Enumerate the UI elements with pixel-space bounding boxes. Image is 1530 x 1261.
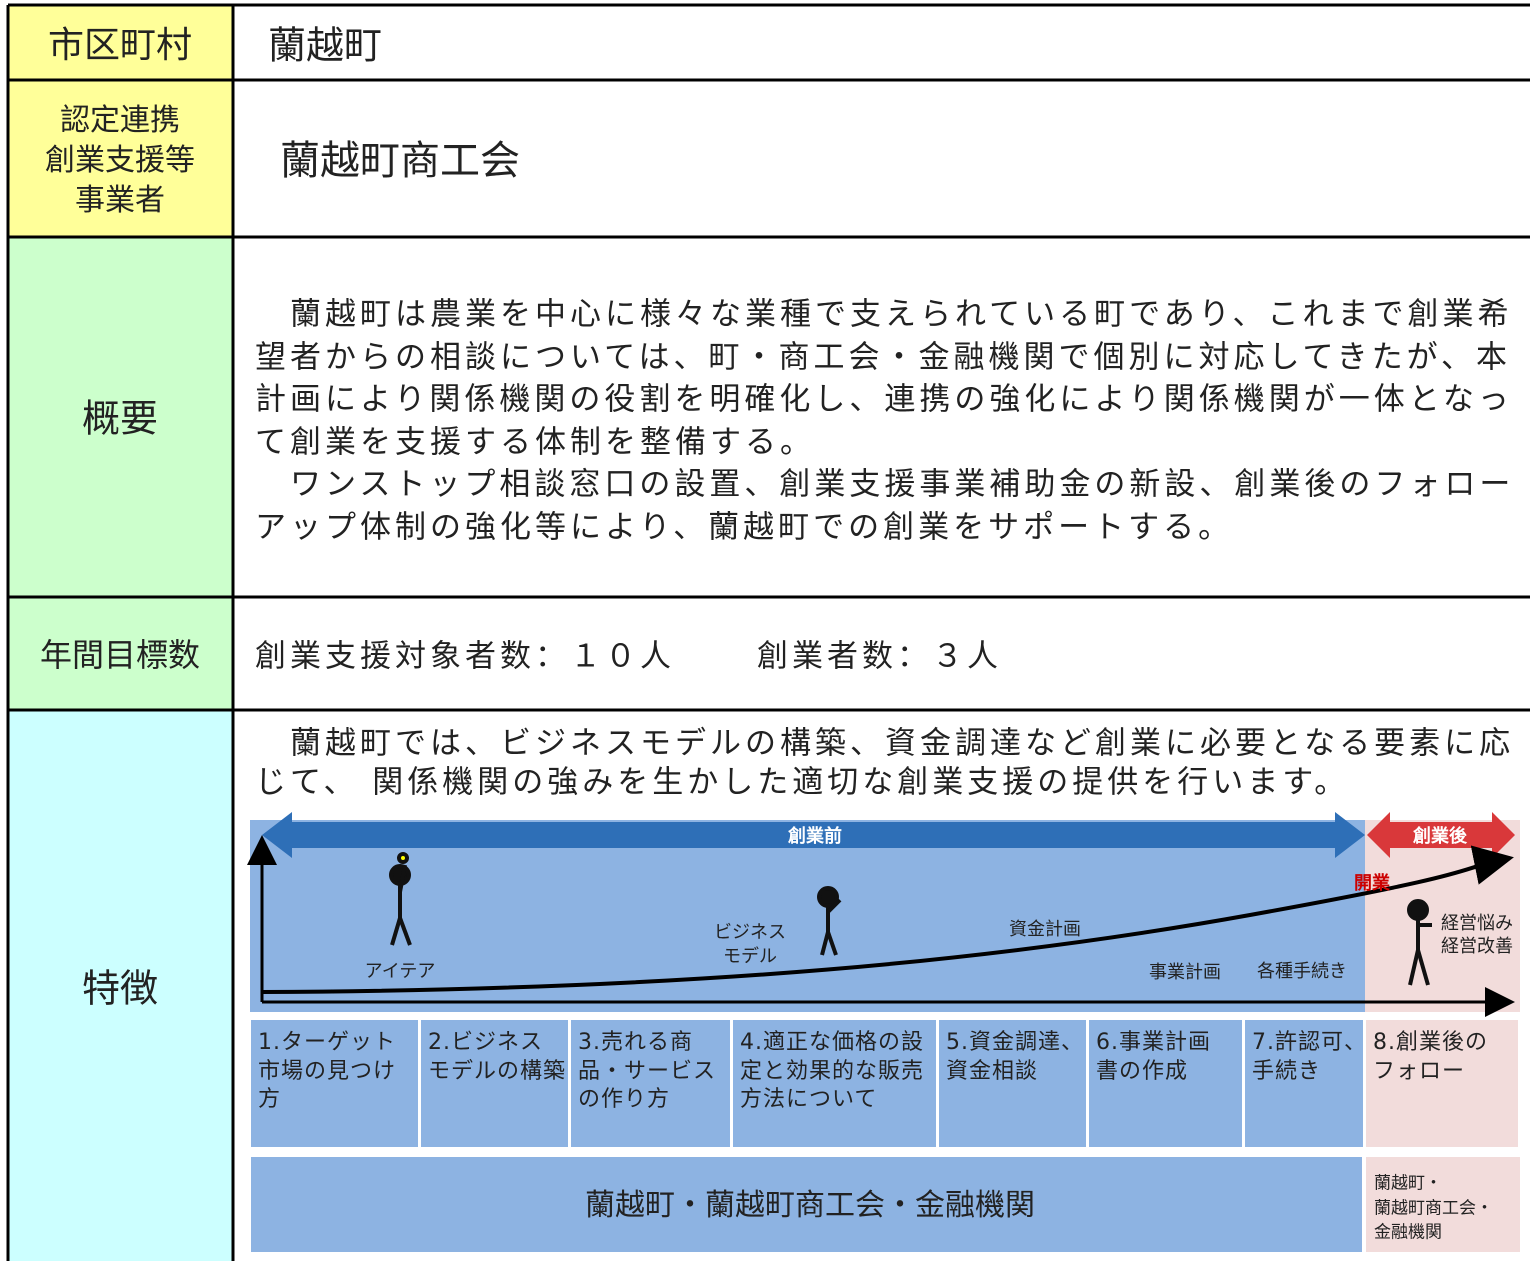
stage-label: アイテア [364, 961, 436, 982]
target: 創業支援対象者数：１０人 [255, 638, 675, 675]
step-text: の作り方 [578, 1087, 671, 1112]
label-bg [8, 597, 233, 710]
step-box [251, 1020, 418, 1147]
step-text: 資金相談 [946, 1058, 1039, 1084]
row-label: 認定連携 [60, 103, 180, 138]
label-bg [8, 237, 233, 597]
stage-label: ビジネス [714, 922, 786, 943]
before-arrow [262, 812, 1365, 858]
stage-label: 資金計画 [1009, 919, 1081, 940]
stage-label: 経営悩み [1441, 913, 1513, 934]
row-label: 市区町村 [47, 25, 193, 66]
step-text: 方法について [740, 1087, 878, 1112]
feature-line: 蘭越町では、ビジネスモデルの構築、資金調達など創業に必要となる要素に応 [255, 725, 1515, 762]
step-text: 方 [258, 1087, 282, 1112]
overview-line: 望者からの相談については、町・商工会・金融機関で個別に対応してきたが、本 [255, 339, 1511, 375]
overview-line: アップ体制の強化等により、蘭越町での創業をサポートする。 [255, 509, 1234, 545]
step-box [421, 1020, 568, 1147]
municipality: 蘭越町 [268, 23, 383, 68]
overview-line: 計画により関係機関の役割を明確化し、連携の強化により関係機関が一体となっ [255, 381, 1513, 418]
step-text: 7.許認可、 [1252, 1030, 1367, 1055]
step-box [1245, 1020, 1363, 1147]
row-label: 事業者 [75, 183, 165, 218]
step-box [733, 1020, 936, 1147]
step-text: 書の作成 [1096, 1058, 1189, 1084]
overview-line: て創業を支援する体制を整備する。 [255, 424, 815, 460]
phase-before-bg [250, 820, 1365, 1012]
step-text: フォロー [1373, 1058, 1466, 1084]
step-text: 4.適正な価格の設 [740, 1030, 924, 1055]
step-text: 8.創業後の [1373, 1030, 1488, 1055]
target: 創業者数：３人 [757, 638, 1002, 675]
step-box [1089, 1020, 1242, 1147]
overview-line: 蘭越町は農業を中心に様々な業種で支えられている町であり、これまで創業希 [255, 296, 1513, 333]
label-bg [8, 80, 233, 237]
row-label: 特徴 [81, 966, 159, 1011]
step-box [939, 1020, 1086, 1147]
step-text: 3.売れる商 [578, 1030, 693, 1055]
phase-label: 創業後 [1413, 826, 1467, 847]
opening-label: 開業 [1354, 873, 1390, 894]
stage-label: モデル [723, 946, 777, 967]
support-after-text: 蘭越町商工会・ [1374, 1198, 1493, 1218]
support-after-box [1366, 1157, 1520, 1252]
row-label: 概要 [81, 396, 159, 441]
support-org: 蘭越町商工会 [280, 138, 520, 184]
stage-label: 各種手続き [1257, 961, 1347, 982]
step-text: 定と効果的な販売 [740, 1058, 925, 1084]
step-box [571, 1020, 730, 1147]
step-text: モデルの構築 [428, 1058, 567, 1084]
stage-label: 経営改善 [1441, 936, 1513, 957]
support-after-text: 蘭越町・ [1374, 1173, 1442, 1194]
label-bg [8, 710, 233, 1261]
step-text: 5.資金調達、 [946, 1030, 1084, 1055]
table-borders [6, 3, 1530, 1261]
step-text: 手続き [1252, 1058, 1322, 1084]
row-label: 創業支援等 [45, 143, 195, 178]
support-after-text: 金融機関 [1374, 1222, 1442, 1243]
support-box [251, 1157, 1362, 1252]
step-text: 品・サービス [578, 1058, 717, 1084]
phase-label: 創業前 [788, 826, 842, 847]
overview-line: ワンストップ相談窓口の設置、創業支援事業補助金の新設、創業後のフォロー [255, 466, 1515, 503]
stage-label: 事業計画 [1149, 962, 1221, 983]
step-text: 6.事業計画 [1096, 1030, 1211, 1055]
step-box [1366, 1020, 1518, 1147]
step-text: 市場の見つけ [258, 1058, 397, 1084]
label-bg [8, 5, 233, 80]
step-text: 2.ビジネス [428, 1030, 543, 1055]
figures [389, 852, 1432, 986]
feature-line: じて、 関係機関の強みを生かした適切な創業支援の提供を行います。 [255, 764, 1350, 801]
growth-curve [261, 845, 1514, 994]
row-label: 年間目標数 [39, 636, 201, 674]
support-text: 蘭越町・蘭越町商工会・金融機関 [585, 1188, 1035, 1223]
step-text: 1.ターゲット [258, 1030, 396, 1055]
